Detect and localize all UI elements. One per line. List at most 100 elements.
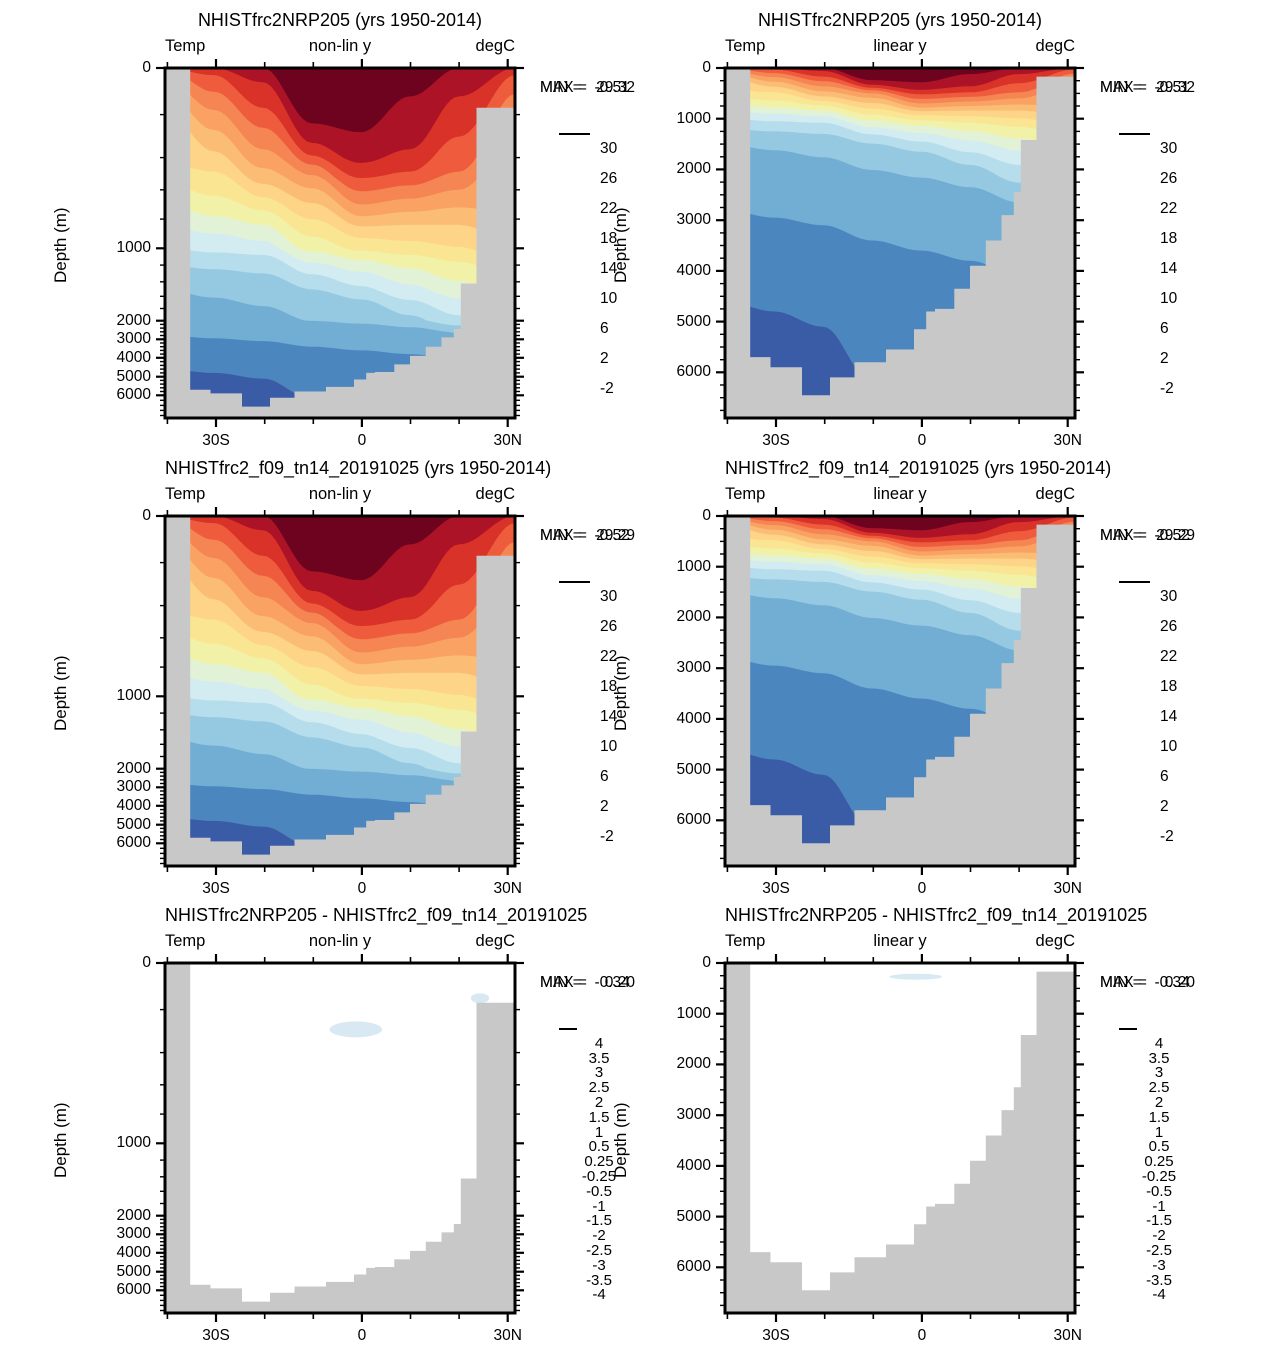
y-tick-label: 4000 bbox=[116, 1243, 151, 1261]
units-label: degC bbox=[475, 485, 515, 503]
x-tick-label: 0 bbox=[917, 432, 927, 449]
y-tick-label: 4000 bbox=[116, 348, 151, 366]
y-axis-title: Depth (m) bbox=[51, 1102, 70, 1178]
colorbar-label: 2 bbox=[594, 1094, 604, 1111]
axis-ticks bbox=[716, 507, 1084, 875]
colorbar-label: 18 bbox=[1160, 678, 1178, 695]
colorbar-label: -0.5 bbox=[1146, 1182, 1172, 1200]
colorbar-label: 6 bbox=[600, 768, 609, 785]
y-axis-title: Depth (m) bbox=[51, 207, 70, 283]
x-tick-label: 30N bbox=[1053, 432, 1082, 449]
axis-ticks bbox=[716, 59, 1084, 427]
colorbar-label: -1 bbox=[1152, 1197, 1166, 1215]
y-axis-title: Depth (m) bbox=[611, 1102, 630, 1178]
y-axis-title: Depth (m) bbox=[611, 207, 630, 283]
variable-label: Temp bbox=[165, 932, 206, 950]
colorbar-label: 26 bbox=[600, 618, 618, 635]
max-value: 29.29 bbox=[1156, 527, 1195, 544]
y-tick-label: 0 bbox=[142, 507, 151, 524]
colorbar-label: 2 bbox=[1160, 350, 1169, 367]
x-tick-label: 0 bbox=[357, 432, 367, 449]
colorbar bbox=[559, 581, 590, 583]
y-tick-label: 1000 bbox=[116, 1134, 151, 1152]
y-tick-label: 3000 bbox=[116, 778, 151, 796]
y-tick-label: 5000 bbox=[116, 367, 151, 385]
colorbar-label: 30 bbox=[600, 588, 618, 605]
variable-label: Temp bbox=[725, 932, 766, 950]
max-label: MAX = bbox=[1100, 527, 1147, 544]
min-label: MIN = bbox=[1100, 974, 1142, 991]
max-value: 0.20 bbox=[604, 974, 635, 991]
y-tick-label: 2000 bbox=[116, 311, 151, 329]
axis-type-label: non-lin y bbox=[308, 37, 372, 55]
y-tick-label: 2000 bbox=[116, 1206, 151, 1224]
panel-subheader: Temp linear y degC bbox=[725, 931, 1075, 951]
colorbar-label: 3.5 bbox=[1148, 1049, 1170, 1067]
colorbar-label: -4 bbox=[592, 1286, 606, 1304]
y-tick-label: 0 bbox=[142, 954, 151, 971]
max-value: 29.32 bbox=[1156, 79, 1195, 96]
y-tick-label: 6000 bbox=[116, 834, 151, 852]
x-tick-label: 30S bbox=[762, 1327, 790, 1344]
colorbar-label: 4 bbox=[1154, 1034, 1164, 1052]
colorbar-label: 14 bbox=[1160, 708, 1178, 725]
colorbar-label: -1 bbox=[592, 1197, 606, 1215]
colorbar-label: 3 bbox=[594, 1064, 604, 1082]
colorbar-label: 2 bbox=[600, 798, 609, 815]
panel-subheader: Temp non-lin y degC bbox=[165, 36, 515, 56]
y-tick-label: 0 bbox=[702, 954, 711, 971]
panel-title: NHISTfrc2NRP205 (yrs 1950-2014) bbox=[197, 10, 483, 30]
colorbar bbox=[1119, 1028, 1137, 1030]
axis-ticks bbox=[716, 954, 1084, 1322]
colorbar bbox=[1119, 581, 1150, 583]
colorbar-label: 4 bbox=[594, 1034, 604, 1052]
y-tick-label: 6000 bbox=[676, 1258, 711, 1276]
x-tick-label: 0 bbox=[357, 880, 367, 897]
x-tick-label: 30S bbox=[762, 880, 790, 897]
contour-plot-r3c2 bbox=[716, 954, 1084, 1322]
colorbar-label: 1.5 bbox=[1148, 1108, 1170, 1126]
y-tick-label: 2000 bbox=[116, 759, 151, 777]
colorbar-label: 18 bbox=[1160, 230, 1178, 247]
stat-min: MIN = -0.34 bbox=[1100, 973, 1190, 993]
y-tick-label: 3000 bbox=[676, 211, 711, 229]
colorbar-label: 26 bbox=[600, 170, 618, 187]
colorbar-label: 2.5 bbox=[1148, 1079, 1170, 1097]
stat-max: MAX = 29.32 bbox=[540, 78, 635, 98]
y-tick-label: 2000 bbox=[676, 1055, 711, 1073]
colorbar-label: 22 bbox=[1160, 200, 1178, 217]
variable-label: Temp bbox=[725, 485, 766, 503]
colorbar-label: -0.25 bbox=[581, 1168, 617, 1185]
axis-ticks bbox=[156, 59, 524, 427]
axis-type-label: linear y bbox=[873, 932, 927, 950]
units-label: degC bbox=[1035, 485, 1075, 503]
colorbar-label: 10 bbox=[600, 290, 618, 307]
x-tick-label: 30N bbox=[493, 880, 522, 897]
colorbar-label: -4 bbox=[1152, 1286, 1166, 1304]
max-value: 29.29 bbox=[596, 527, 635, 544]
colorbar bbox=[559, 133, 590, 135]
stat-max: MAX = 29.29 bbox=[1100, 526, 1195, 546]
colorbar-label: 2 bbox=[1160, 798, 1169, 815]
units-label: degC bbox=[475, 932, 515, 950]
contour-plot-r2c2 bbox=[716, 507, 1084, 875]
max-label: MAX = bbox=[1100, 79, 1147, 96]
panel-title: NHISTfrc2_f09_tn14_20191025 (yrs 1950-20… bbox=[165, 458, 552, 478]
stat-min: MIN = -0.51 bbox=[540, 78, 630, 98]
colorbar-label: -2 bbox=[592, 1227, 606, 1245]
units-label: degC bbox=[1035, 37, 1075, 55]
colorbar-label: 1.5 bbox=[588, 1108, 610, 1126]
stat-min: MIN = -0.34 bbox=[540, 973, 630, 993]
max-label: MAX = bbox=[540, 974, 587, 991]
contour-plot-r2c1 bbox=[156, 507, 524, 875]
colorbar-label: 0.5 bbox=[588, 1138, 610, 1156]
colorbar-label: 26 bbox=[1160, 618, 1178, 635]
y-tick-label: 5000 bbox=[676, 1207, 711, 1225]
stat-min: MIN = -0.52 bbox=[1100, 526, 1190, 546]
min-label: MIN = bbox=[540, 79, 582, 96]
y-tick-label: 2000 bbox=[676, 160, 711, 178]
contour-plot-r1c1 bbox=[156, 59, 524, 427]
max-label: MAX = bbox=[540, 527, 587, 544]
colorbar-label: 18 bbox=[600, 678, 618, 695]
min-value: -0.51 bbox=[594, 79, 630, 96]
